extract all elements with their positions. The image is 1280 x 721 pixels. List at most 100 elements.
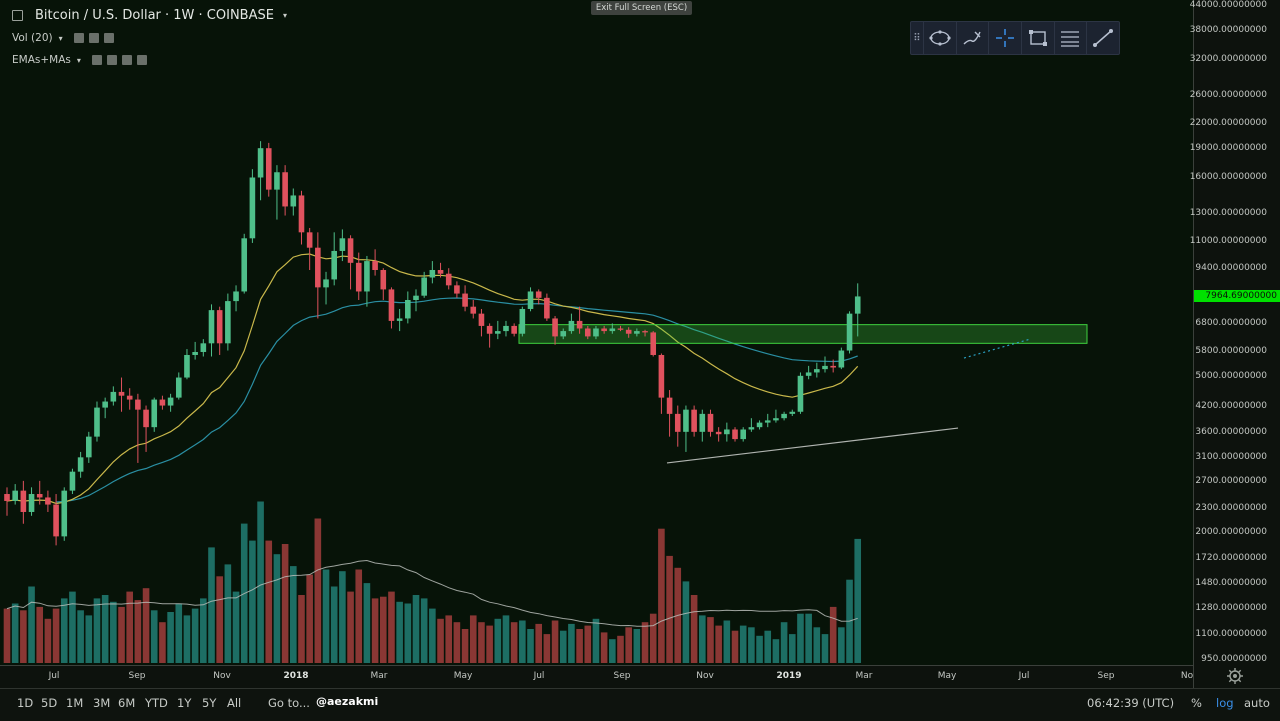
candle-body[interactable] [846,313,853,351]
chart-plot-area[interactable] [0,0,1193,665]
candle-body[interactable] [609,328,616,332]
candle-body[interactable] [601,328,607,332]
candle-body[interactable] [740,429,746,440]
candle-body[interactable] [838,350,845,368]
candle-body[interactable] [773,418,779,421]
support-trend-line[interactable] [666,427,959,464]
candle-body[interactable] [634,331,640,334]
candle-body[interactable] [20,490,27,512]
candle-body[interactable] [781,413,787,419]
range-button-3m[interactable]: 3M [93,696,111,710]
candle-body[interactable] [724,429,730,435]
candle-body[interactable] [405,299,411,319]
candle-body[interactable] [535,291,542,298]
candle-body[interactable] [331,250,337,280]
candle-body[interactable] [814,369,820,373]
chevron-down-icon[interactable]: ▾ [58,33,63,43]
candle-body[interactable] [298,195,305,233]
shapes-icon[interactable] [922,22,956,54]
candle-body[interactable] [216,310,223,344]
candle-body[interactable] [396,318,403,321]
candle-body[interactable] [830,365,836,368]
eye-icon[interactable] [106,55,117,65]
candle-body[interactable] [699,413,706,432]
candle-body[interactable] [486,325,493,334]
range-button-1y[interactable]: 1Y [177,696,192,710]
candle-body[interactable] [511,325,517,334]
candle-body[interactable] [544,297,550,319]
candle-body[interactable] [625,329,632,334]
candle-body[interactable] [388,289,395,321]
code-icon[interactable] [121,55,132,65]
candle-body[interactable] [756,422,763,428]
candle-body[interactable] [355,262,362,292]
candle-body[interactable] [4,494,10,501]
candle-body[interactable] [290,195,297,207]
candle-body[interactable] [347,238,354,263]
candle-body[interactable] [658,354,665,398]
candle-body[interactable] [576,320,583,329]
candle-body[interactable] [421,277,427,296]
symbol-header[interactable]: Bitcoin / U.S. Dollar · 1W · COINBASE ▾ [12,8,287,23]
candle-body[interactable] [707,413,714,432]
candle-body[interactable] [126,395,133,400]
range-button-1m[interactable]: 1M [66,696,84,710]
candle-body[interactable] [249,177,256,239]
range-button-ytd[interactable]: YTD [145,696,168,710]
candle-body[interactable] [339,238,346,251]
candle-body[interactable] [135,399,141,410]
candle-body[interactable] [691,409,697,432]
candle-body[interactable] [175,377,182,398]
chevron-down-icon[interactable]: ▾ [282,11,287,20]
log-scale-toggle[interactable]: log [1216,696,1234,710]
projection-dotted-line[interactable] [963,338,1031,359]
close-icon[interactable] [136,55,147,65]
candle-body[interactable] [192,351,198,355]
candle-body[interactable] [265,148,272,190]
candle-body[interactable] [241,238,248,292]
candle-body[interactable] [642,331,648,333]
eye-icon[interactable] [88,33,99,43]
candle-body[interactable] [143,409,149,428]
candle-body[interactable] [454,285,460,294]
candle-body[interactable] [503,325,509,332]
candle-body[interactable] [715,431,722,435]
chevron-down-icon[interactable]: ▾ [76,55,81,65]
candle-body[interactable] [413,295,419,300]
crosshair-icon[interactable] [988,22,1021,54]
range-button-6m[interactable]: 6M [118,696,136,710]
candle-body[interactable] [683,409,689,432]
candle-body[interactable] [208,310,215,344]
candle-body[interactable] [323,279,329,288]
candle-body[interactable] [568,320,575,332]
candle-body[interactable] [732,429,738,440]
candle-body[interactable] [184,354,190,378]
range-button-5y[interactable]: 5Y [202,696,217,710]
candle-body[interactable] [805,372,812,376]
auto-scale-toggle[interactable]: auto [1244,696,1270,710]
settings-gear-icon[interactable] [1226,667,1244,685]
exit-fullscreen-button[interactable]: Exit Full Screen (ESC) [591,1,692,15]
candle-body[interactable] [61,490,68,537]
indicator-volume-row[interactable]: Vol (20) ▾ [12,32,114,44]
candle-body[interactable] [519,308,526,334]
support-zone-rectangle[interactable] [518,324,1088,344]
candle-body[interactable] [527,291,534,309]
candle-body[interactable] [69,471,76,491]
candle-body[interactable] [429,270,436,278]
settings-icon[interactable] [73,33,84,43]
candle-body[interactable] [666,397,673,414]
candle-body[interactable] [789,411,796,414]
price-axis[interactable]: 44000.00000000 38000.00000000 32000.000000… [1190,0,1280,688]
drag-handle-icon[interactable]: ⠿ [913,32,921,44]
range-button-5d[interactable]: 5D [41,696,58,710]
candle-body[interactable] [674,413,681,432]
candle-body[interactable] [797,375,804,412]
indicator-emas-row[interactable]: EMAs+MAs ▾ [12,54,147,66]
candle-body[interactable] [274,172,280,190]
candlestick-chart[interactable] [0,0,1193,665]
candle-body[interactable] [53,504,59,537]
percent-scale-toggle[interactable]: % [1191,696,1202,710]
candle-body[interactable] [94,407,100,437]
candle-body[interactable] [617,328,624,330]
